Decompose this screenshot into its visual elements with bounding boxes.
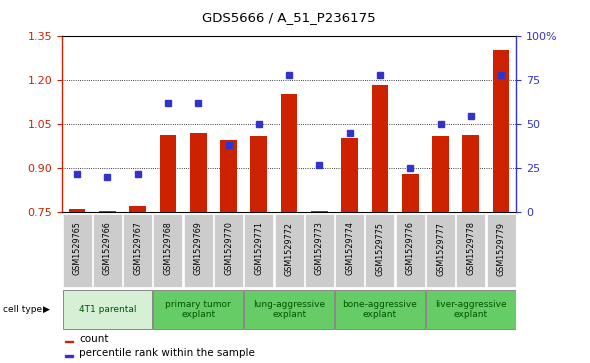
Text: GDS5666 / A_51_P236175: GDS5666 / A_51_P236175 [202, 11, 376, 24]
Bar [190, 133, 206, 212]
Text: GSM1529771: GSM1529771 [254, 221, 263, 276]
Text: GSM1529776: GSM1529776 [406, 221, 415, 276]
Bar [65, 355, 73, 356]
Bar [432, 136, 449, 212]
Bar [69, 209, 86, 212]
Bar [426, 214, 455, 287]
Text: primary tumor
explant: primary tumor explant [165, 300, 231, 319]
Text: GSM1529766: GSM1529766 [103, 221, 112, 275]
Text: bone-aggressive
explant: bone-aggressive explant [343, 300, 417, 319]
Bar [65, 340, 73, 343]
Bar [220, 140, 237, 212]
Bar [281, 94, 297, 212]
Bar [129, 206, 146, 212]
Text: GSM1529772: GSM1529772 [284, 221, 294, 276]
Bar [456, 214, 486, 287]
Text: GSM1529767: GSM1529767 [133, 221, 142, 276]
Bar [426, 290, 516, 329]
Text: GSM1529770: GSM1529770 [224, 221, 233, 276]
Text: GSM1529775: GSM1529775 [375, 221, 385, 276]
Bar [372, 85, 388, 212]
Bar [305, 214, 334, 287]
Bar [63, 290, 152, 329]
Text: GSM1529773: GSM1529773 [315, 221, 324, 276]
Bar [244, 214, 273, 287]
Bar [214, 214, 243, 287]
Bar [183, 214, 213, 287]
Bar [493, 49, 509, 212]
Text: cell type: cell type [3, 305, 42, 314]
Text: GSM1529769: GSM1529769 [194, 221, 203, 276]
Bar [160, 135, 176, 212]
Bar [153, 214, 182, 287]
Text: GSM1529778: GSM1529778 [466, 221, 476, 276]
Text: GSM1529765: GSM1529765 [73, 221, 81, 276]
Bar [487, 214, 516, 287]
Bar [463, 135, 479, 212]
Text: liver-aggressive
explant: liver-aggressive explant [435, 300, 507, 319]
Text: 4T1 parental: 4T1 parental [78, 305, 136, 314]
Text: GSM1529774: GSM1529774 [345, 221, 354, 276]
Bar [93, 214, 122, 287]
Bar [311, 211, 327, 212]
Bar [251, 136, 267, 212]
Bar [123, 214, 152, 287]
Text: percentile rank within the sample: percentile rank within the sample [79, 348, 255, 358]
Bar [396, 214, 425, 287]
Bar [335, 214, 364, 287]
Text: lung-aggressive
explant: lung-aggressive explant [253, 300, 325, 319]
Text: GSM1529779: GSM1529779 [497, 221, 506, 276]
Bar [153, 290, 243, 329]
Text: ▶: ▶ [43, 305, 50, 314]
Text: GSM1529768: GSM1529768 [163, 221, 172, 275]
Text: count: count [79, 334, 109, 344]
Bar [402, 174, 418, 212]
Text: GSM1529777: GSM1529777 [436, 221, 445, 276]
Bar [63, 214, 91, 287]
Bar [335, 290, 425, 329]
Bar [244, 290, 334, 329]
Bar [365, 214, 395, 287]
Bar [342, 138, 358, 212]
Bar [274, 214, 304, 287]
Bar [99, 211, 116, 212]
